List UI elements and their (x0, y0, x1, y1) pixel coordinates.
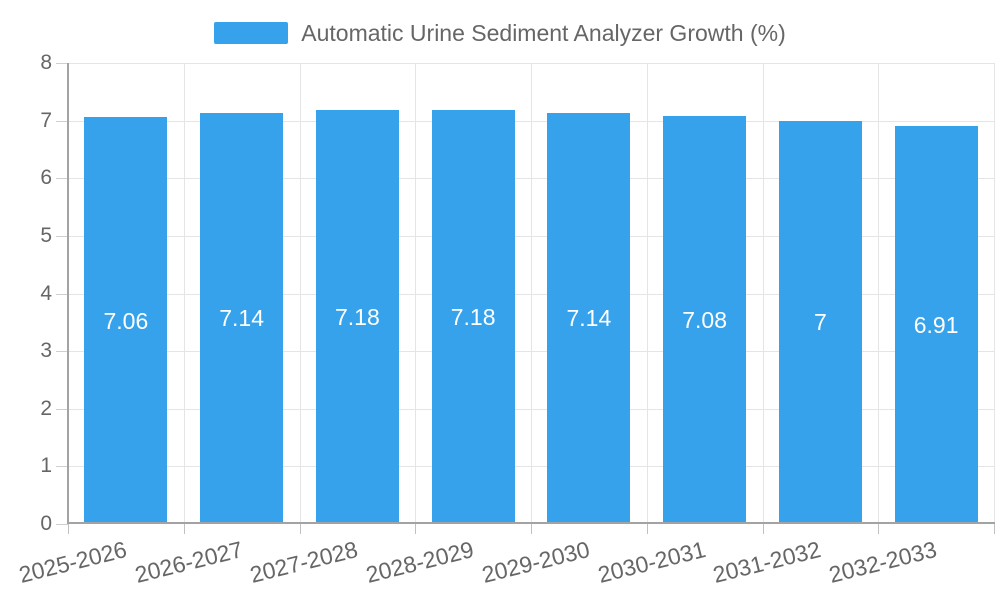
x-axis-tick (299, 524, 301, 534)
x-axis-tick (68, 524, 69, 534)
gridline-vertical (299, 63, 301, 524)
bar-value-label: 6.91 (913, 311, 959, 338)
y-axis-tick (56, 351, 68, 353)
x-axis-tick (762, 524, 764, 534)
y-axis-tick (56, 466, 68, 468)
x-axis-tick (878, 524, 880, 534)
x-axis-tick (646, 524, 648, 534)
gridline-vertical (762, 63, 764, 524)
bar-2032-2033[interactable]: 6.91 (894, 125, 978, 524)
bar-2029-2030[interactable]: 7.14 (547, 112, 631, 524)
x-axis-line (67, 522, 995, 524)
x-axis-tick (994, 524, 995, 534)
bar-2027-2028[interactable]: 7.18 (315, 110, 399, 524)
y-axis-tick (56, 408, 68, 410)
bar-2028-2029[interactable]: 7.18 (431, 110, 515, 524)
y-axis-label: 6 (40, 166, 52, 190)
bar-2026-2027[interactable]: 7.14 (200, 112, 284, 524)
bar-2030-2031[interactable]: 7.08 (663, 116, 747, 524)
bar-2025-2026[interactable]: 7.06 (84, 117, 168, 524)
y-axis-label: 1 (40, 454, 52, 478)
gridline-vertical (183, 63, 185, 524)
legend-label[interactable]: Automatic Urine Sediment Analyzer Growth… (301, 20, 786, 46)
y-axis-tick (56, 178, 68, 180)
y-axis-tick (56, 235, 68, 237)
y-axis-tick (56, 524, 68, 525)
bar-value-label: 7.08 (682, 306, 727, 333)
y-axis-tick (56, 63, 68, 64)
y-axis-label: 0 (40, 512, 52, 535)
bar-value-label: 7.14 (219, 305, 264, 332)
y-axis-label: 8 (40, 51, 52, 74)
y-axis-tick (56, 293, 68, 295)
gridline-vertical (531, 63, 532, 524)
y-axis-label: 2 (40, 396, 52, 420)
bar-value-label: 7.06 (103, 307, 149, 334)
y-axis-line (67, 63, 69, 524)
x-axis-tick (415, 524, 417, 534)
y-axis-label: 7 (40, 108, 52, 132)
gridline-vertical (646, 63, 648, 524)
y-axis-label: 4 (40, 281, 52, 305)
gridline-vertical (415, 63, 417, 524)
legend-swatch[interactable] (214, 22, 289, 44)
bar-value-label: 7 (813, 309, 827, 336)
x-axis-tick (531, 524, 532, 534)
bar-value-label: 7.14 (566, 305, 612, 332)
y-axis-label: 3 (40, 339, 52, 363)
gridline-vertical (994, 63, 995, 524)
plot-area: 0 1 2 3 4 5 6 7 8 7.06 2025-2026 7.14 2026-2027 7.18 2… (16, 51, 995, 588)
y-axis-label: 5 (40, 223, 52, 247)
x-axis-tick (183, 524, 185, 534)
bar-value-label: 7.18 (450, 304, 496, 331)
legend-item[interactable]: Automatic Urine Sediment Analyzer Growth… (0, 20, 1000, 46)
bar-2031-2032[interactable]: 7 (778, 120, 862, 524)
bar-value-label: 7.18 (334, 304, 380, 331)
y-axis-tick (56, 120, 68, 122)
gridline-vertical (878, 63, 880, 524)
